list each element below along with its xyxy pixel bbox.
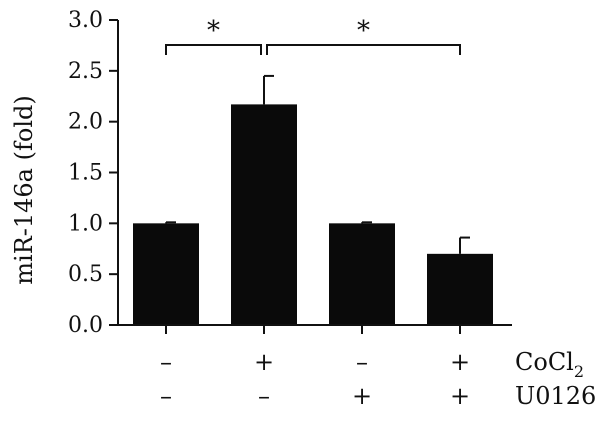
y-tick-label: 0.5 (68, 262, 103, 287)
treatment-symbol-2-1: – (160, 382, 172, 410)
treatment-symbol-1-3: – (356, 348, 368, 376)
treatment-symbol-2-3: + (352, 382, 372, 410)
bar-2 (231, 104, 297, 325)
treatment-label-1: CoCl2 (515, 348, 584, 381)
significance-bracket-2 (266, 44, 461, 55)
y-axis-title: miR-146a (fold) (10, 95, 38, 284)
y-axis: 0.0 0.5 1.0 1.5 2.0 2.5 3.0 (68, 8, 119, 338)
y-tick-label: 1.0 (68, 211, 103, 236)
treatment-symbol-2-2: – (258, 382, 270, 410)
bar-3 (329, 223, 395, 325)
y-tick-label: 3.0 (68, 8, 103, 33)
treatment-label-2: U0126 (515, 382, 596, 410)
treatment-subscript: 2 (574, 362, 584, 381)
bar-4 (427, 253, 493, 325)
significance-bracket-1 (165, 44, 262, 55)
y-tick-label: 0.0 (68, 313, 103, 338)
y-tick-label: 2.5 (68, 59, 103, 84)
bar-1 (133, 223, 199, 325)
x-axis (118, 324, 512, 334)
treatment-symbol-2-4: + (450, 382, 470, 410)
y-tick-label: 1.5 (68, 161, 103, 186)
treatment-symbol-1-2: + (254, 348, 274, 376)
significance-brackets: * * (165, 16, 461, 55)
treatment-symbol-1-1: – (160, 348, 172, 376)
treatment-table: – + – + CoCl2 – – + + U0126 (160, 348, 596, 410)
significance-star-1: * (207, 16, 220, 46)
treatment-symbol-1-4: + (450, 348, 470, 376)
bars-group (133, 104, 493, 325)
y-tick-label: 2.0 (68, 110, 103, 135)
significance-star-2: * (357, 16, 370, 46)
error-bars-group (165, 74, 470, 254)
